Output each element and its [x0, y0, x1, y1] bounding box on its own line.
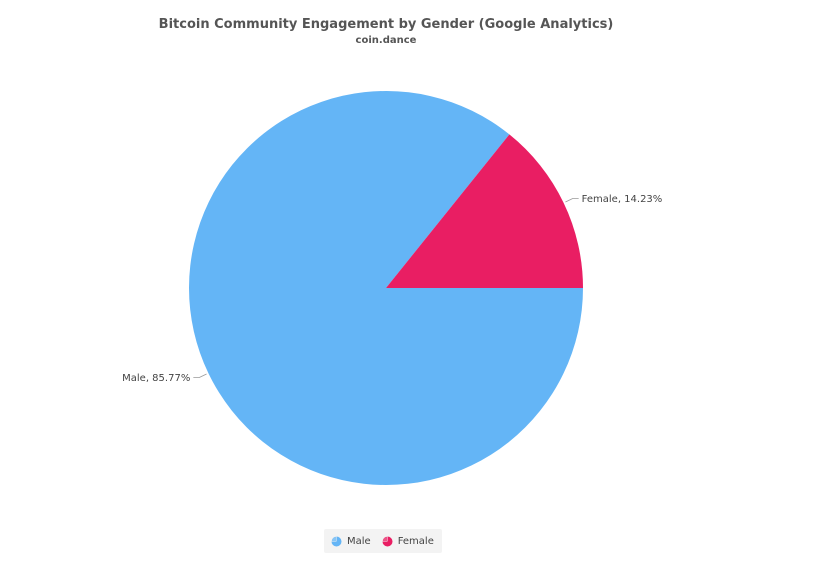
chart-title-block: Bitcoin Community Engagement by Gender (…: [0, 16, 772, 48]
label-connector: [565, 198, 579, 203]
legend-item-female[interactable]: Female: [382, 536, 434, 547]
chart-subtitle: coin.dance: [355, 35, 417, 46]
label-connector: [193, 373, 207, 378]
legend-item-male[interactable]: Male: [331, 536, 371, 547]
data-label-male: Male, 85.77%: [122, 373, 190, 384]
chart-title: Bitcoin Community Engagement by Gender (…: [158, 17, 614, 32]
pie-slice-icon: [331, 536, 342, 546]
pie-slice-icon: [382, 536, 393, 546]
legend-label-male: Male: [347, 535, 371, 547]
chart-legend: Male Female: [324, 529, 442, 553]
data-label-female: Female, 14.23%: [582, 194, 663, 205]
pie-slice-female[interactable]: [386, 134, 583, 288]
legend-label-female: Female: [397, 535, 434, 547]
